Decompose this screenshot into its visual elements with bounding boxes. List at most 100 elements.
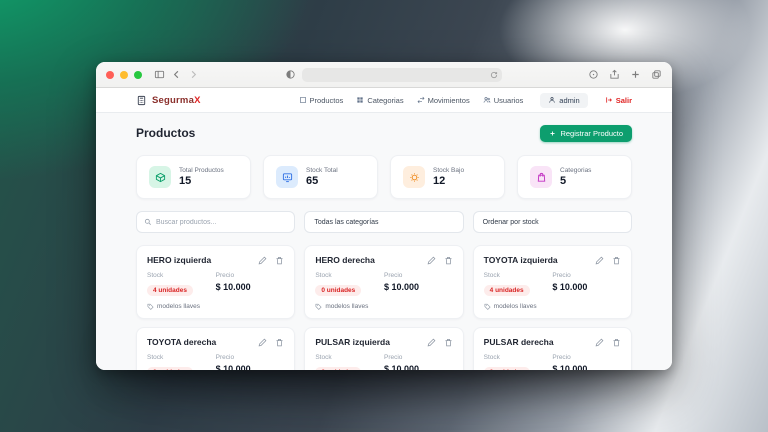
- trash-icon[interactable]: [275, 256, 284, 265]
- nav-label: Categorias: [367, 95, 404, 105]
- chrome-toolbar-right: [588, 69, 662, 80]
- new-tab-icon[interactable]: [630, 69, 641, 80]
- category-select[interactable]: Todas las categorías: [304, 211, 464, 233]
- product-card: PULSAR derecha Stock 2 unidades Precio $…: [472, 327, 632, 370]
- search-input[interactable]: [156, 218, 288, 226]
- product-card: TOYOTA derecha Stock 3 unidades Precio $…: [136, 327, 296, 370]
- stock-label: Stock: [315, 354, 332, 361]
- register-product-button[interactable]: Registrar Producto: [540, 124, 632, 142]
- stat-card-categorias: Categorias 5: [517, 155, 632, 199]
- product-name: TOYOTA derecha: [147, 337, 217, 347]
- package-stat-icon: [149, 166, 171, 188]
- trash-icon[interactable]: [612, 256, 621, 265]
- app-header: SegurmaX Productos Categorias Movimiento…: [96, 88, 672, 113]
- stat-value: 65: [306, 175, 319, 187]
- price-value: $ 10.000: [383, 364, 420, 370]
- share-icon[interactable]: [609, 69, 620, 80]
- edit-icon[interactable]: [595, 256, 604, 265]
- privacy-shield-icon[interactable]: [285, 69, 296, 80]
- edit-icon[interactable]: [258, 256, 267, 265]
- product-card: HERO izquierda Stock 4 unidades Precio $…: [136, 245, 296, 319]
- product-name: PULSAR izquierda: [315, 337, 390, 347]
- trash-icon[interactable]: [444, 338, 453, 347]
- stock-badge: 2 unidades: [315, 367, 362, 370]
- product-name: HERO derecha: [315, 255, 375, 265]
- chart-monitor-stat-icon: [276, 166, 298, 188]
- page-settings-icon[interactable]: [588, 69, 599, 80]
- product-name: TOYOTA izquierda: [483, 255, 558, 265]
- price-label: Precio: [383, 354, 403, 361]
- edit-icon[interactable]: [427, 256, 436, 265]
- tag-icon: [484, 303, 491, 310]
- address-bar[interactable]: [302, 67, 502, 82]
- brand-name: SegurmaX: [152, 94, 201, 106]
- forward-icon[interactable]: [188, 69, 199, 80]
- user-icon: [549, 97, 555, 103]
- transfer-arrows-icon: [417, 96, 425, 104]
- browser-chrome: [96, 62, 672, 88]
- stat-value: 12: [433, 175, 446, 187]
- stats-row: Total Productos 15 Stock Total 65 Stoc: [136, 155, 632, 199]
- brand-logo[interactable]: SegurmaX: [136, 95, 201, 106]
- minimize-window-button[interactable]: [120, 70, 128, 79]
- product-card: PULSAR izquierda Stock 2 unidades Precio…: [304, 327, 464, 370]
- nav-item-categorias[interactable]: Categorias: [356, 95, 404, 105]
- search-icon: [144, 218, 151, 225]
- nav-item-usuarios[interactable]: Usuarios: [483, 95, 524, 105]
- product-category: modelos llaves: [325, 303, 369, 310]
- nav-item-movimientos[interactable]: Movimientos: [417, 96, 470, 105]
- stock-label: Stock: [315, 272, 332, 279]
- browser-window: SegurmaX Productos Categorias Movimiento…: [96, 62, 672, 370]
- sort-select[interactable]: Ordenar por stock: [472, 211, 632, 233]
- main-content: Productos Registrar Producto Total Produ…: [96, 113, 672, 370]
- product-card: HERO derecha Stock 0 unidades Precio $ 1…: [304, 245, 464, 319]
- stock-label: Stock: [147, 354, 164, 361]
- price-label: Precio: [383, 272, 403, 279]
- nav-label: Movimientos: [427, 95, 470, 105]
- window-controls: [106, 70, 142, 79]
- back-icon[interactable]: [171, 69, 182, 80]
- register-product-label: Registrar Producto: [560, 128, 623, 138]
- username: admin: [559, 95, 580, 105]
- price-label: Precio: [215, 354, 235, 361]
- sort-select-value: Ordenar por stock: [482, 218, 539, 226]
- product-name: HERO izquierda: [147, 255, 212, 265]
- nav-label: Usuarios: [493, 95, 524, 105]
- zoom-window-button[interactable]: [134, 70, 142, 79]
- trash-icon[interactable]: [444, 256, 453, 265]
- bag-stat-icon: [530, 166, 552, 188]
- price-value: $ 10.000: [552, 282, 588, 292]
- sidebar-toggle-icon[interactable]: [154, 69, 165, 80]
- category-select-value: Todas las categorías: [314, 218, 379, 226]
- edit-icon[interactable]: [258, 338, 267, 347]
- stock-badge: 3 unidades: [147, 367, 193, 370]
- refresh-icon[interactable]: [490, 71, 498, 79]
- product-grid: HERO izquierda Stock 4 unidades Precio $…: [136, 245, 632, 370]
- page-title: Productos: [136, 126, 196, 140]
- price-label: Precio: [552, 272, 571, 279]
- stock-badge: 4 unidades: [483, 285, 530, 296]
- stock-badge: 0 unidades: [315, 285, 362, 296]
- price-value: $ 10.000: [552, 364, 588, 370]
- edit-icon[interactable]: [427, 338, 436, 347]
- alert-stat-icon: [403, 166, 425, 188]
- logout-button[interactable]: Salir: [605, 96, 632, 105]
- nav-item-productos[interactable]: Productos: [299, 95, 344, 105]
- nav-label: Productos: [309, 95, 344, 105]
- price-label: Precio: [215, 272, 235, 279]
- stat-card-total-productos: Total Productos 15: [136, 155, 251, 199]
- stat-label: Stock Total: [306, 167, 338, 174]
- trash-icon[interactable]: [275, 338, 284, 347]
- product-category: modelos llaves: [493, 303, 537, 310]
- close-window-button[interactable]: [106, 70, 114, 79]
- tab-overview-icon[interactable]: [651, 69, 662, 80]
- price-value: $ 10.000: [383, 282, 420, 292]
- calculator-icon: [137, 95, 146, 105]
- trash-icon[interactable]: [612, 338, 621, 347]
- product-category: modelos llaves: [157, 303, 200, 310]
- stat-card-stock-total: Stock Total 65: [263, 155, 378, 199]
- product-card: TOYOTA izquierda Stock 4 unidades Precio…: [472, 245, 632, 319]
- user-menu[interactable]: admin: [540, 92, 588, 108]
- main-nav: Productos Categorias Movimientos Usuario…: [299, 92, 632, 108]
- edit-icon[interactable]: [595, 338, 604, 347]
